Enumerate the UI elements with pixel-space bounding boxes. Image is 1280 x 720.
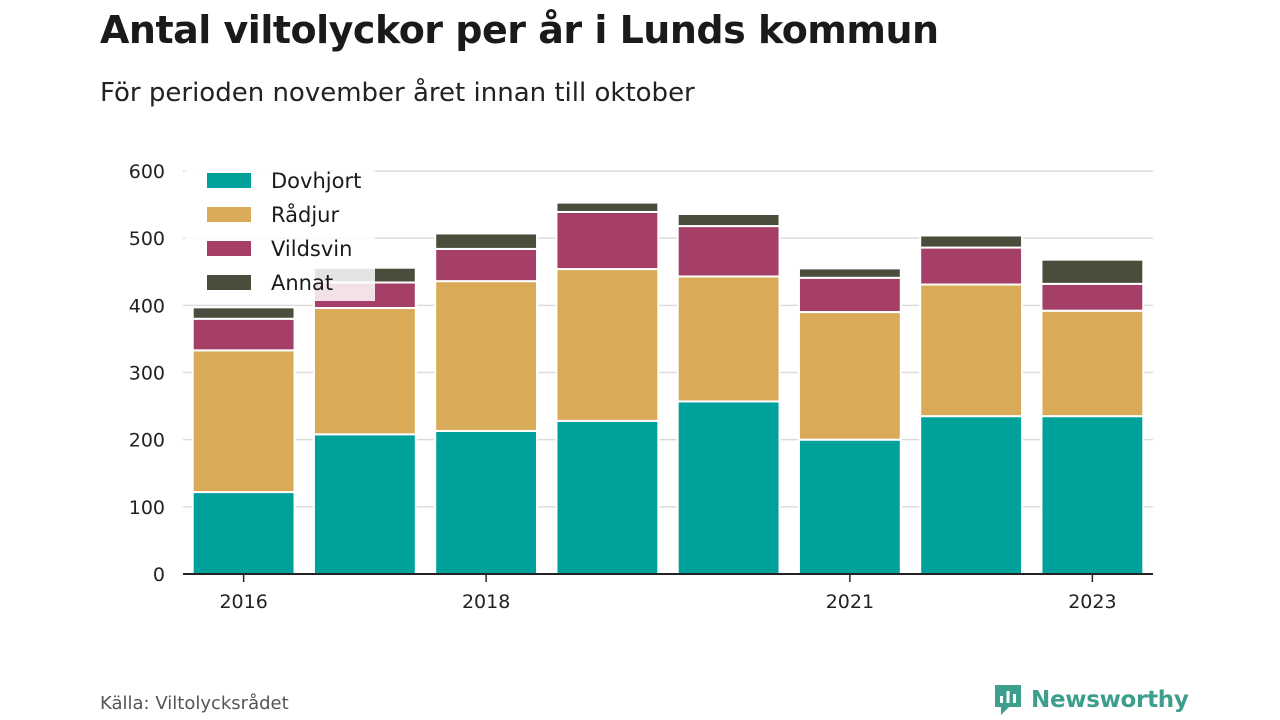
- y-tick-label: 300: [129, 363, 165, 385]
- bar-segment: [919, 246, 1024, 286]
- bar-segment: [191, 491, 296, 576]
- newsworthy-logo-icon: [995, 685, 1021, 715]
- brand-logo: Newsworthy: [993, 683, 1189, 717]
- bar-segment: [919, 415, 1024, 575]
- bar-segment: [312, 433, 417, 575]
- legend-swatch: [207, 173, 251, 188]
- bar-segment: [191, 306, 296, 320]
- y-tick-label: 400: [129, 295, 165, 317]
- bar-segment: [676, 400, 781, 575]
- bar-segment: [919, 234, 1024, 249]
- source-note: Källa: Viltolycksrådet: [100, 693, 289, 714]
- legend-swatch: [207, 241, 251, 256]
- y-tick-label: 100: [129, 497, 165, 519]
- y-tick-label: 200: [129, 430, 165, 452]
- x-tick-label: 2023: [1068, 591, 1116, 613]
- bar-segment: [1040, 282, 1145, 312]
- bar-segment: [1040, 309, 1145, 418]
- bar-segment: [555, 201, 660, 213]
- chart-title: Antal viltolyckor per år i Lunds kommun: [100, 8, 939, 52]
- legend-label: Vildsvin: [271, 237, 352, 261]
- x-tick-label: 2018: [462, 591, 510, 613]
- bar-segment: [676, 212, 781, 228]
- bar-segment: [676, 225, 781, 278]
- bar-segment: [797, 276, 902, 314]
- bar-segment: [434, 280, 539, 432]
- bar-segment: [191, 349, 296, 494]
- chart-subtitle: För perioden november året innan till ok…: [100, 78, 695, 108]
- y-tick-label: 600: [129, 161, 165, 183]
- axis-layer: 0 100 200 300 400 500 600 2016 2018 2021 2023: [129, 161, 1153, 613]
- legend-swatch: [207, 207, 251, 222]
- legend-label: Dovhjort: [271, 169, 361, 193]
- bar-segment: [555, 419, 660, 575]
- brand-name: Newsworthy: [1031, 687, 1189, 713]
- bar-segment: [555, 210, 660, 271]
- y-tick-label: 0: [153, 564, 165, 586]
- bar-segment: [797, 438, 902, 575]
- bar-segment: [312, 307, 417, 436]
- legend: Dovhjort Rådjur Vildsvin Annat: [185, 161, 375, 301]
- bar-segment: [676, 275, 781, 403]
- bar-segment: [1040, 415, 1145, 575]
- bar-segment: [1040, 258, 1145, 285]
- bar-segment: [434, 232, 539, 250]
- bars-layer: [191, 201, 1145, 576]
- bar-segment: [191, 317, 296, 352]
- x-tick-label: 2016: [219, 591, 267, 613]
- bar-segment: [797, 311, 902, 441]
- x-tick-label: 2021: [826, 591, 874, 613]
- bar-segment: [555, 268, 660, 422]
- legend-swatch: [207, 275, 251, 290]
- bar-segment: [919, 283, 1024, 418]
- legend-label: Rådjur: [271, 202, 339, 227]
- legend-label: Annat: [271, 271, 333, 295]
- bar-segment: [434, 247, 539, 283]
- bar-segment: [797, 267, 902, 279]
- y-tick-label: 500: [129, 228, 165, 250]
- bar-segment: [434, 429, 539, 575]
